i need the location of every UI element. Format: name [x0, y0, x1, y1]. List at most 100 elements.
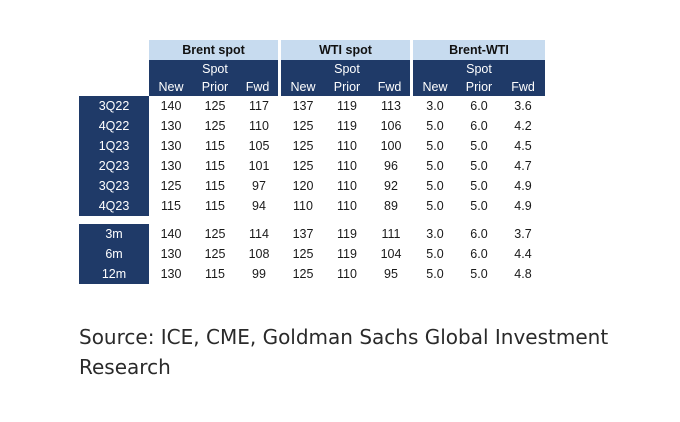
table-cell: 115 — [161, 199, 181, 213]
table-cell: 115 — [205, 199, 225, 213]
table-cell: 119 — [337, 247, 357, 261]
table-cell: 94 — [252, 199, 266, 213]
table-cell: 125 — [204, 119, 226, 133]
table-row: 6m 130 125 108 125 119 104 5.0 6.0 4.4 — [79, 244, 545, 264]
table-cell: 119 — [337, 119, 357, 133]
table-cell: 110 — [337, 159, 357, 173]
table-cell: 4.4 — [514, 247, 532, 261]
table-cell: 125 — [204, 247, 226, 261]
table-cell: 5.0 — [426, 267, 444, 281]
row-label: 3m — [79, 224, 149, 244]
table-cell: 115 — [205, 159, 225, 173]
table-row: 1Q23 130 115 105 125 110 100 5.0 5.0 4.5 — [79, 136, 545, 156]
table-cell: 4.7 — [514, 159, 532, 173]
table-cell: 140 — [160, 99, 182, 113]
table-cell: 125 — [292, 119, 314, 133]
table-cell: 125 — [292, 267, 314, 281]
table-cell: 99 — [252, 267, 266, 281]
table-cell: 114 — [249, 227, 269, 241]
table-cell: 130 — [160, 159, 182, 173]
col-header-new: New — [149, 77, 193, 96]
table-row: 2Q23 130 115 101 125 110 96 5.0 5.0 4.7 — [79, 156, 545, 176]
table-row: 4Q23 115 115 94 110 110 89 5.0 5.0 4.9 — [79, 196, 545, 216]
forecast-table-container: Brent spot WTI spot Brent-WTI Spot Spot … — [79, 40, 549, 284]
table-cell: 140 — [160, 227, 182, 241]
table-cell: 137 — [292, 227, 314, 241]
sub-header-spread: Spot — [457, 60, 501, 77]
table-cell: 95 — [384, 267, 398, 281]
table-cell: 96 — [384, 159, 398, 173]
group-header-wti: WTI spot — [281, 40, 413, 60]
table-cell: 4.9 — [514, 179, 532, 193]
table-cell: 5.0 — [426, 179, 444, 193]
col-header-prior: Prior — [457, 77, 501, 96]
table-cell: 110 — [337, 199, 357, 213]
table-cell: 6.0 — [470, 99, 488, 113]
table-cell: 137 — [292, 99, 314, 113]
table-cell: 113 — [381, 99, 401, 113]
table-cell: 3.0 — [426, 227, 444, 241]
col-header-fwd: Fwd — [237, 77, 281, 96]
table-cell: 125 — [292, 159, 314, 173]
table-cell: 110 — [337, 267, 357, 281]
table-cell: 6.0 — [470, 227, 488, 241]
row-label: 4Q22 — [79, 116, 149, 136]
table-cell: 4.8 — [514, 267, 532, 281]
table-cell: 125 — [292, 139, 314, 153]
row-label: 12m — [79, 264, 149, 284]
col-header-fwd: Fwd — [369, 77, 413, 96]
column-header-row: New Prior Fwd New Prior Fwd New Prior Fw… — [79, 77, 545, 96]
table-cell: 101 — [248, 159, 270, 173]
col-header-prior: Prior — [193, 77, 237, 96]
table-row: 12m 130 115 99 125 110 95 5.0 5.0 4.8 — [79, 264, 545, 284]
table-cell: 3.6 — [514, 99, 532, 113]
table-cell: 5.0 — [470, 199, 488, 213]
table-cell: 130 — [160, 119, 182, 133]
sub-header-wti: Spot — [325, 60, 369, 77]
table-cell: 5.0 — [470, 267, 488, 281]
group-header-spread: Brent-WTI — [413, 40, 545, 60]
row-label: 4Q23 — [79, 196, 149, 216]
table-cell: 110 — [337, 179, 357, 193]
table-cell: 4.2 — [514, 119, 532, 133]
table-cell: 125 — [204, 99, 226, 113]
table-cell: 104 — [380, 247, 402, 261]
table-cell: 117 — [249, 99, 269, 113]
col-header-fwd: Fwd — [501, 77, 545, 96]
table-cell: 5.0 — [470, 179, 488, 193]
table-cell: 108 — [248, 247, 270, 261]
table-cell: 100 — [380, 139, 402, 153]
oil-price-forecast-table: Brent spot WTI spot Brent-WTI Spot Spot … — [79, 40, 545, 284]
table-cell: 125 — [160, 179, 182, 193]
row-label: 2Q23 — [79, 156, 149, 176]
table-row: 3m 140 125 114 137 119 111 3.0 6.0 3.7 — [79, 224, 545, 244]
group-header-brent: Brent spot — [149, 40, 281, 60]
table-cell: 130 — [160, 267, 182, 281]
table-row: 3Q22 140 125 117 137 119 113 3.0 6.0 3.6 — [79, 96, 545, 116]
table-cell: 130 — [160, 247, 182, 261]
table-cell: 115 — [205, 139, 225, 153]
source-note: Source: ICE, CME, Goldman Sachs Global I… — [79, 325, 609, 379]
table-cell: 110 — [249, 119, 269, 133]
table-cell: 110 — [337, 139, 357, 153]
table-cell: 3.7 — [514, 227, 532, 241]
table-cell: 5.0 — [426, 199, 444, 213]
sub-header-brent: Spot — [193, 60, 237, 77]
table-cell: 125 — [292, 247, 314, 261]
row-label: 6m — [79, 244, 149, 264]
table-cell: 6.0 — [470, 247, 488, 261]
table-cell: 119 — [337, 99, 357, 113]
row-label: 3Q23 — [79, 176, 149, 196]
table-cell: 5.0 — [426, 119, 444, 133]
table-cell: 115 — [205, 267, 225, 281]
table-cell: 130 — [160, 139, 182, 153]
group-header-row: Brent spot WTI spot Brent-WTI — [79, 40, 545, 60]
table-row: 3Q23 125 115 97 120 110 92 5.0 5.0 4.9 — [79, 176, 545, 196]
gap-body — [79, 216, 545, 224]
table-cell: 5.0 — [426, 139, 444, 153]
table-cell: 115 — [205, 179, 225, 193]
table-cell: 105 — [248, 139, 270, 153]
table-cell: 110 — [293, 199, 313, 213]
table-cell: 5.0 — [426, 159, 444, 173]
table-cell: 5.0 — [470, 139, 488, 153]
